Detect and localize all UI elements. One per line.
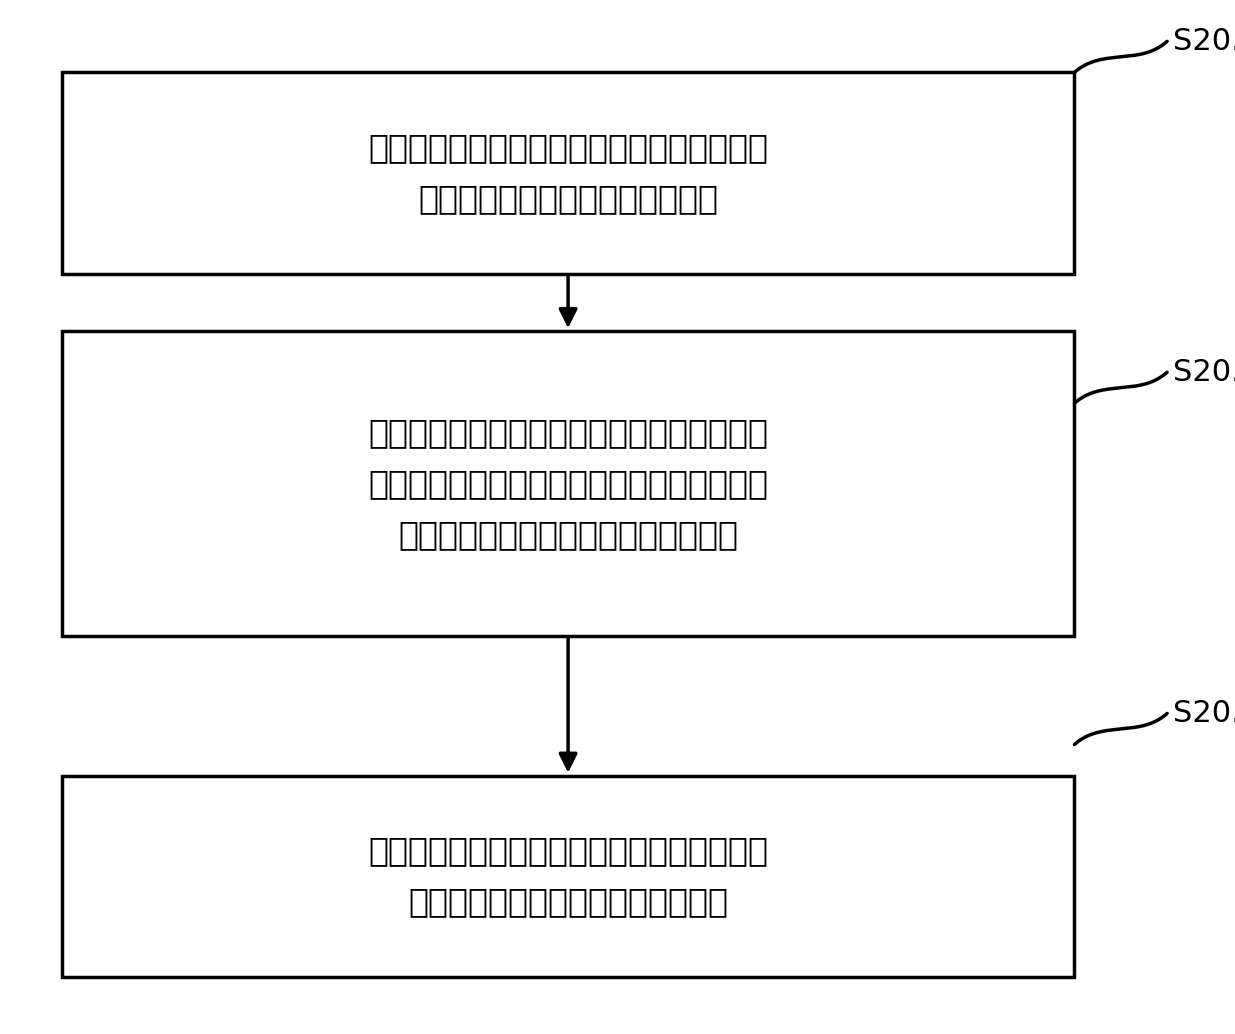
Text: S20.2: S20.2 <box>1173 358 1235 387</box>
Bar <box>62 72 1074 274</box>
Bar <box>62 331 1074 636</box>
Text: 根据邻井或导眼井电阻率曲线和确定的地层界
面反演出各分层的初始的地层电阻率: 根据邻井或导眼井电阻率曲线和确定的地层界 面反演出各分层的初始的地层电阻率 <box>368 834 768 918</box>
Text: S20.1: S20.1 <box>1173 27 1235 56</box>
Text: 根据邻井或导眼井电阻率曲线的斜率变化趋势
对目的层井段分层，确定地层界面: 根据邻井或导眼井电阻率曲线的斜率变化趋势 对目的层井段分层，确定地层界面 <box>368 131 768 215</box>
Text: 根据辅助测井曲线资料和确定的地层界面，将
邻井或导眼井电阻率测井曲线特征不明显的地
层泥岩夹层、致密层和垮塌层划分出来: 根据辅助测井曲线资料和确定的地层界面，将 邻井或导眼井电阻率测井曲线特征不明显的… <box>368 416 768 551</box>
Bar <box>62 776 1074 977</box>
Text: S20.3: S20.3 <box>1173 699 1235 728</box>
